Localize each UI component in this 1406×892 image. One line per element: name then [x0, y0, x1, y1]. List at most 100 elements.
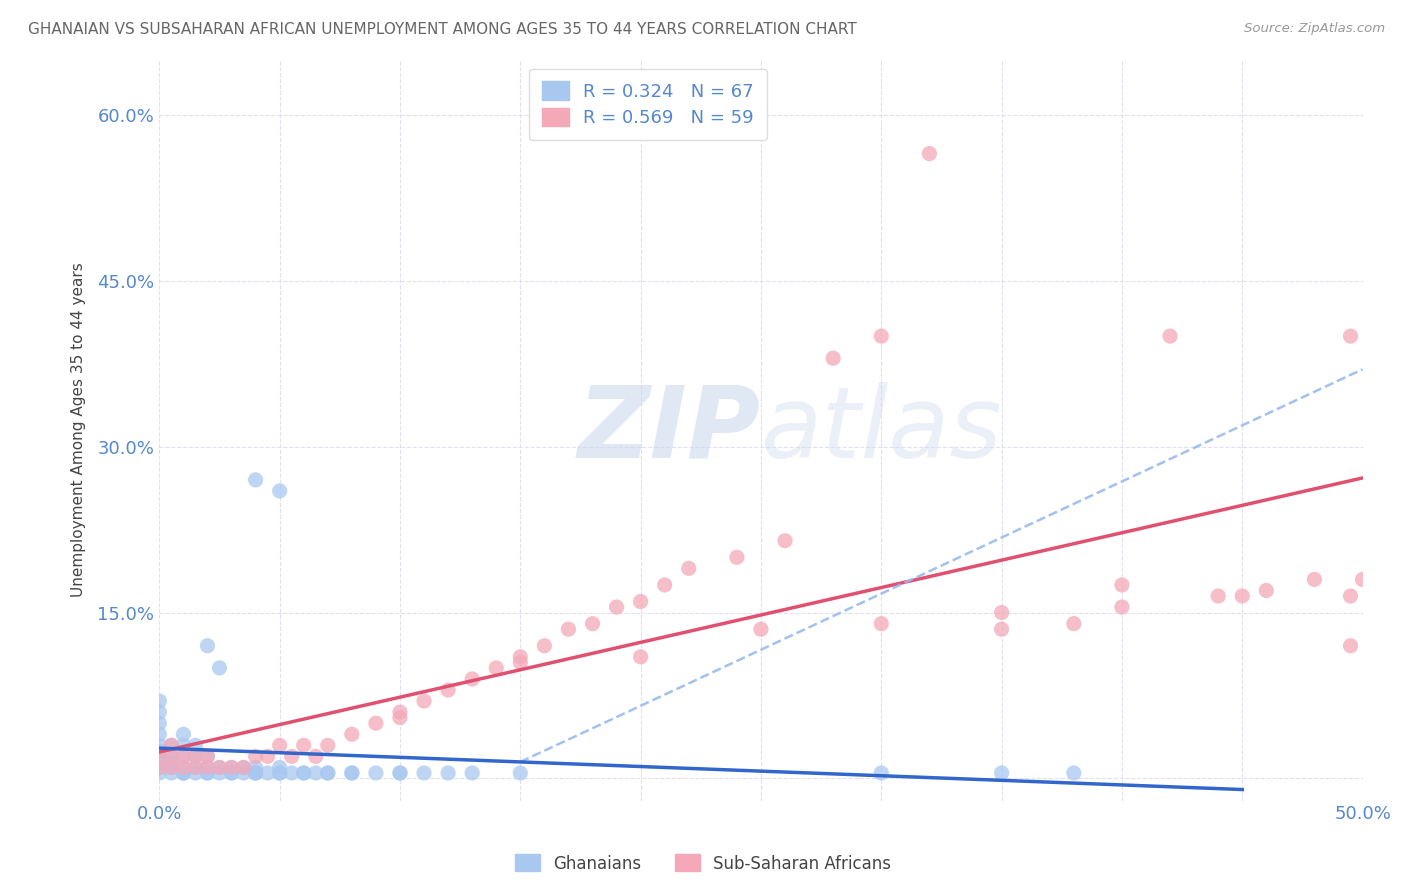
Point: [160, 749, 183, 764]
Point: [990, 622, 1012, 636]
Point: [990, 766, 1012, 780]
Point: [148, 739, 170, 753]
Point: [172, 766, 194, 780]
Point: [678, 561, 700, 575]
Point: [148, 766, 170, 780]
Point: [437, 683, 460, 698]
Point: [292, 766, 315, 780]
Point: [208, 661, 231, 675]
Point: [269, 766, 291, 780]
Point: [208, 760, 231, 774]
Point: [184, 749, 207, 764]
Point: [245, 760, 267, 774]
Point: [148, 744, 170, 758]
Point: [1340, 589, 1362, 603]
Point: [160, 749, 183, 764]
Point: [245, 749, 267, 764]
Point: [160, 739, 183, 753]
Point: [388, 766, 411, 780]
Point: [1303, 573, 1326, 587]
Point: [221, 760, 243, 774]
Point: [148, 749, 170, 764]
Point: [269, 483, 291, 498]
Point: [269, 766, 291, 780]
Point: [305, 766, 328, 780]
Point: [1063, 616, 1085, 631]
Point: [184, 739, 207, 753]
Point: [197, 766, 219, 780]
Point: [509, 656, 531, 670]
Point: [1111, 600, 1133, 615]
Point: [485, 661, 508, 675]
Point: [172, 739, 194, 753]
Text: Source: ZipAtlas.com: Source: ZipAtlas.com: [1244, 22, 1385, 36]
Point: [172, 760, 194, 774]
Point: [1063, 766, 1085, 780]
Point: [1206, 589, 1229, 603]
Point: [581, 616, 603, 631]
Point: [148, 760, 170, 774]
Point: [413, 694, 436, 708]
Point: [184, 766, 207, 780]
Point: [148, 705, 170, 719]
Point: [160, 760, 183, 774]
Point: [1256, 583, 1278, 598]
Text: atlas: atlas: [761, 382, 1002, 479]
Point: [221, 766, 243, 780]
Point: [509, 766, 531, 780]
Point: [160, 739, 183, 753]
Point: [1111, 578, 1133, 592]
Point: [437, 766, 460, 780]
Point: [172, 727, 194, 741]
Point: [269, 760, 291, 774]
Point: [232, 760, 254, 774]
Point: [160, 755, 183, 769]
Point: [160, 760, 183, 774]
Point: [364, 766, 387, 780]
Point: [148, 755, 170, 769]
Point: [725, 550, 748, 565]
Point: [245, 766, 267, 780]
Point: [232, 766, 254, 780]
Point: [184, 749, 207, 764]
Point: [990, 606, 1012, 620]
Point: [461, 672, 484, 686]
Point: [197, 760, 219, 774]
Point: [870, 329, 893, 343]
Point: [340, 727, 363, 741]
Point: [606, 600, 628, 615]
Point: [256, 749, 278, 764]
Point: [208, 766, 231, 780]
Point: [316, 766, 339, 780]
Point: [208, 760, 231, 774]
Point: [197, 749, 219, 764]
Legend: Ghanaians, Sub-Saharan Africans: Ghanaians, Sub-Saharan Africans: [509, 847, 897, 880]
Point: [364, 716, 387, 731]
Point: [197, 749, 219, 764]
Point: [773, 533, 796, 548]
Point: [388, 766, 411, 780]
Point: [870, 766, 893, 780]
Point: [280, 766, 302, 780]
Point: [1340, 639, 1362, 653]
Point: [245, 473, 267, 487]
Point: [184, 760, 207, 774]
Point: [413, 766, 436, 780]
Point: [148, 749, 170, 764]
Point: [1232, 589, 1254, 603]
Point: [292, 766, 315, 780]
Point: [221, 760, 243, 774]
Point: [172, 766, 194, 780]
Point: [305, 749, 328, 764]
Point: [509, 649, 531, 664]
Text: GHANAIAN VS SUBSAHARAN AFRICAN UNEMPLOYMENT AMONG AGES 35 TO 44 YEARS CORRELATIO: GHANAIAN VS SUBSAHARAN AFRICAN UNEMPLOYM…: [28, 22, 856, 37]
Point: [870, 616, 893, 631]
Point: [172, 766, 194, 780]
Point: [654, 578, 676, 592]
Point: [292, 739, 315, 753]
Point: [823, 351, 845, 366]
Text: ZIP: ZIP: [578, 382, 761, 479]
Point: [316, 766, 339, 780]
Point: [1159, 329, 1181, 343]
Point: [197, 639, 219, 653]
